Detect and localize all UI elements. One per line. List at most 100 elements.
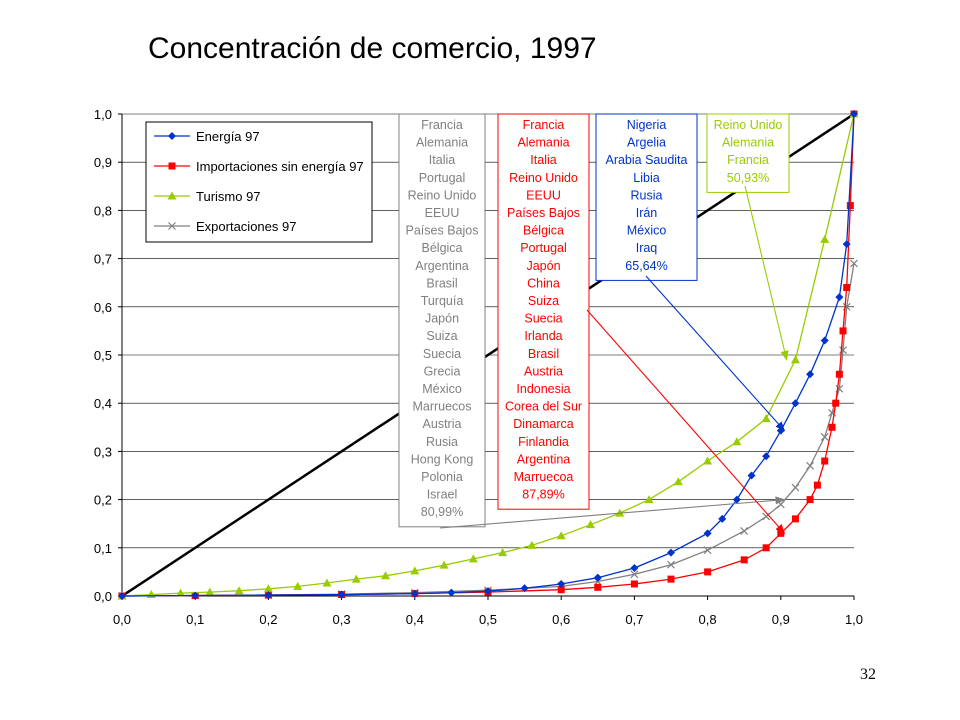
annotation-line: México [627, 224, 667, 238]
x-tick-label: 1,0 [845, 612, 863, 627]
annotation-line: Suiza [426, 329, 457, 343]
legend-label: Exportaciones 97 [196, 219, 296, 234]
point [168, 162, 176, 170]
point [761, 414, 771, 423]
point [520, 584, 529, 593]
point [828, 423, 836, 431]
point [498, 548, 508, 557]
point [168, 222, 176, 230]
point [527, 540, 537, 549]
annotation-line: Marruecoa [514, 470, 574, 484]
annotation-arrow [586, 309, 786, 535]
annotation-line: Alemania [416, 136, 468, 150]
point [644, 495, 654, 504]
x-tick-label: 0,2 [259, 612, 277, 627]
annotation-line: EEUU [526, 188, 561, 202]
point [667, 575, 675, 583]
point [732, 495, 741, 504]
annotation-frame [595, 113, 698, 281]
annotation-line: Italia [530, 153, 556, 167]
point [762, 512, 771, 521]
point [167, 191, 177, 200]
point [593, 573, 602, 582]
y-tick-label: 0,9 [94, 155, 112, 170]
annotation-line: Suiza [528, 294, 559, 308]
y-tick-label: 0,2 [94, 493, 112, 508]
point [468, 554, 478, 563]
annotation-line: EEUU [425, 206, 460, 220]
point [447, 588, 456, 597]
point [842, 240, 851, 249]
point [776, 500, 785, 509]
point [820, 234, 830, 243]
annotation-line: Arabia Saudita [605, 153, 687, 167]
annotation-line: Bélgica [422, 241, 463, 255]
x-tick-label: 0,0 [113, 612, 131, 627]
point [747, 471, 756, 480]
y-tick-label: 0,1 [94, 541, 112, 556]
point [777, 529, 785, 537]
point [615, 508, 625, 517]
annotation-line: 87,89% [522, 488, 564, 502]
point [293, 581, 303, 590]
annotation-box: Nigeria Argelia Arabia Saudita Libia Rusia Ir… [595, 113, 786, 432]
point [806, 496, 814, 504]
annotation-line: Argelia [627, 136, 666, 150]
x-tick-label: 0,4 [406, 612, 424, 627]
series-diamond [118, 110, 858, 600]
point [176, 588, 186, 597]
annotation-line: China [527, 276, 560, 290]
series-x [118, 259, 858, 600]
point [821, 457, 829, 465]
annotation-line: Israel [427, 488, 458, 502]
point [843, 284, 851, 292]
annotation-line: Polonia [421, 470, 463, 484]
point [439, 560, 449, 569]
annotation-line: Dinamarca [513, 417, 573, 431]
point [585, 520, 595, 529]
annotation-line: Alemania [517, 136, 569, 150]
annotation-line: Iraq [636, 241, 658, 255]
page-number: 32 [860, 666, 876, 683]
annotation-line: Portugal [520, 241, 567, 255]
annotation-line: 65,64% [625, 259, 667, 273]
annotation-line: Francia [523, 118, 565, 132]
y-tick-label: 0,4 [94, 396, 112, 411]
series-layer [117, 109, 859, 600]
point [732, 437, 742, 446]
annotation-line: Marruecos [412, 400, 471, 414]
point [703, 529, 712, 538]
annotation-line: Italia [429, 153, 455, 167]
point [740, 556, 748, 564]
annotation-line: Rusia [426, 435, 458, 449]
point [762, 544, 770, 552]
point [835, 370, 843, 378]
legend-label: Energía 97 [196, 129, 260, 144]
point [381, 571, 391, 580]
point [740, 527, 749, 535]
point [630, 580, 638, 588]
x-tick-label: 0,7 [625, 612, 643, 627]
annotation-line: Reino Unido [714, 118, 783, 132]
annotation-line: Austria [524, 364, 563, 378]
legend-label: Turismo 97 [196, 189, 261, 204]
point [790, 355, 800, 364]
annotation-line: Austria [423, 417, 462, 431]
y-tick-label: 0,8 [94, 203, 112, 218]
legend-item: Turismo 97 [154, 189, 261, 204]
annotation-line: Indonesia [516, 382, 570, 396]
point [630, 570, 639, 579]
annotation-line: Irlanda [524, 329, 562, 343]
point [718, 514, 727, 523]
annotation-line: Corea del Sur [505, 400, 582, 414]
point [557, 579, 566, 588]
annotation-box: Francia Alemania Italia Portugal Reino Unido… [398, 113, 786, 529]
annotation-line: Irán [636, 206, 658, 220]
annotation-line: Francia [421, 118, 463, 132]
point [410, 589, 419, 598]
point [839, 327, 847, 335]
point [484, 587, 492, 596]
diagonal-line [121, 112, 855, 598]
series-line [121, 113, 855, 597]
